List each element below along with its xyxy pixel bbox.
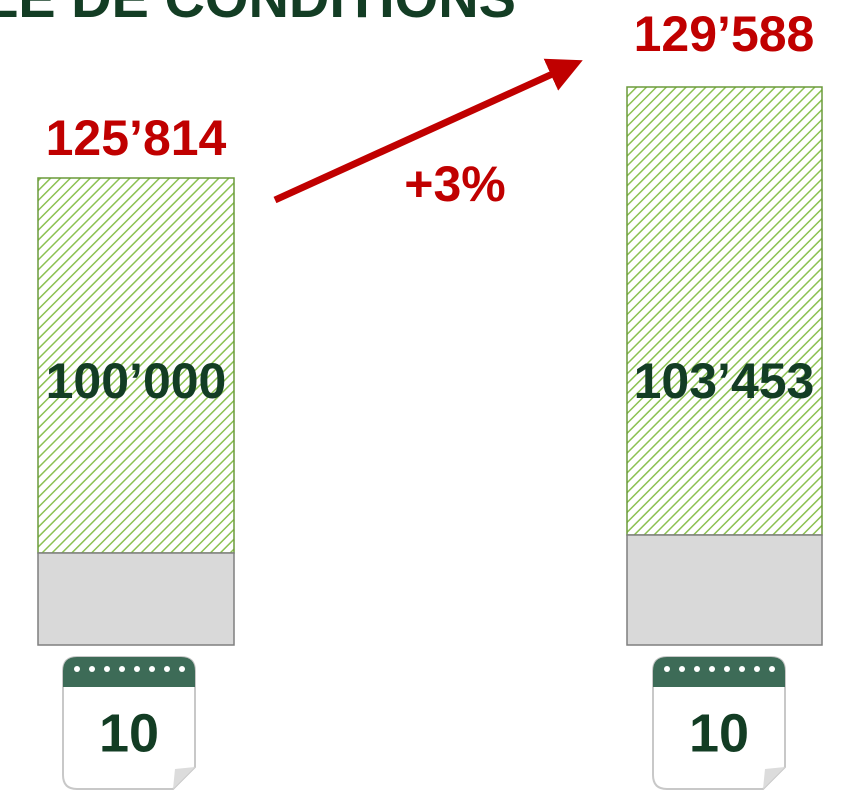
arrow-label: +3% — [404, 156, 505, 212]
calendar-label: 10 — [99, 703, 159, 763]
title: LE DE CONDITIONS — [0, 0, 516, 29]
bar-base — [37, 552, 235, 646]
inner-label: 103’453 — [634, 353, 815, 409]
growth-arrow — [273, 58, 583, 204]
bar-segment — [626, 86, 823, 536]
bar-segment — [37, 177, 235, 554]
total-label: 129’588 — [634, 6, 815, 62]
bar-base — [626, 534, 823, 646]
total-label: 125’814 — [46, 110, 227, 166]
calendar-label: 10 — [689, 703, 749, 763]
inner-label: 100’000 — [46, 353, 227, 409]
